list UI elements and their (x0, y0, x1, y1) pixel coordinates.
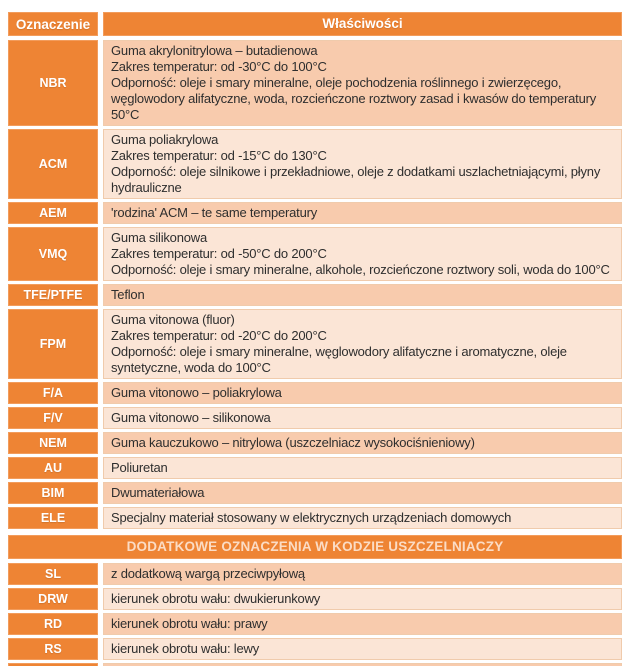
designation-cell: DRW (8, 588, 98, 610)
table-row: ACM Guma poliakrylowa Zakres temperatur:… (8, 129, 622, 199)
designation-cell: VMQ (8, 227, 98, 281)
table-row: NEM Guma kauczukowo – nitrylowa (uszczel… (8, 432, 622, 454)
designation-cell: NBR (8, 40, 98, 126)
table-row: SL z dodatkową wargą przeciwpyłową (8, 563, 622, 585)
table-row: AEM 'rodzina' ACM – te same temperatury (8, 202, 622, 224)
table-row: ELE Specjalny materiał stosowany w elekt… (8, 507, 622, 529)
designation-cell: ELE (8, 507, 98, 529)
additional-codes-section: SL z dodatkową wargą przeciwpyłową DRW k… (8, 563, 622, 666)
table-row: F/A Guma vitonowo – poliakrylowa (8, 382, 622, 404)
designation-cell: RD (8, 613, 98, 635)
properties-cell: z dodatkową wargą przeciwpyłową (103, 563, 622, 585)
designation-cell: FPM (8, 309, 98, 379)
properties-cell: Specjalny materiał stosowany w elektrycz… (103, 507, 622, 529)
designation-cell: BIM (8, 482, 98, 504)
properties-cell: Guma poliakrylowa Zakres temperatur: od … (103, 129, 622, 199)
designation-cell: F/A (8, 382, 98, 404)
table-row: DRW kierunek obrotu wału: dwukierunkowy (8, 588, 622, 610)
table-row: VMQ Guma silikonowa Zakres temperatur: o… (8, 227, 622, 281)
table-row: F/V Guma vitonowo – silikonowa (8, 407, 622, 429)
column-header-oznaczenie: Oznaczenie (8, 12, 98, 36)
designation-cell: X6 (8, 663, 98, 666)
properties-cell: kierunek obrotu wału: lewy (103, 638, 622, 660)
table-row: RS kierunek obrotu wału: lewy (8, 638, 622, 660)
properties-cell: Guma vitonowo – poliakrylowa (103, 382, 622, 404)
properties-cell: 'rodzina' ACM – te same temperatury (103, 202, 622, 224)
table-row: RD kierunek obrotu wału: prawy (8, 613, 622, 635)
table-row: TFE/PTFE Teflon (8, 284, 622, 306)
table-row: AU Poliuretan (8, 457, 622, 479)
properties-cell: Guma akrylonitrylowa – butadienowa Zakre… (103, 40, 622, 126)
designation-cell: SL (8, 563, 98, 585)
properties-cell: Guma silikonowa Zakres temperatur: od -5… (103, 227, 622, 281)
properties-cell: z podwójną wargą przeciwpyłową (103, 663, 622, 666)
section-banner: DODATKOWE OZNACZENIA W KODZIE USZCZELNIA… (8, 535, 622, 559)
designation-cell: AU (8, 457, 98, 479)
properties-cell: Guma vitonowo – silikonowa (103, 407, 622, 429)
table-row: FPM Guma vitonowa (fluor) Zakres tempera… (8, 309, 622, 379)
properties-cell: Guma kauczukowo – nitrylowa (uszczelniac… (103, 432, 622, 454)
properties-cell: Dwumateriałowa (103, 482, 622, 504)
properties-cell: Poliuretan (103, 457, 622, 479)
properties-cell: kierunek obrotu wału: prawy (103, 613, 622, 635)
table-header-row: Oznaczenie Właściwości (8, 12, 622, 36)
designation-cell: ACM (8, 129, 98, 199)
designation-cell: F/V (8, 407, 98, 429)
designation-cell: RS (8, 638, 98, 660)
column-header-wlasciwosci: Właściwości (103, 12, 622, 36)
material-rows-section: NBR Guma akrylonitrylowa – butadienowa Z… (8, 40, 622, 529)
properties-cell: Guma vitonowa (fluor) Zakres temperatur:… (103, 309, 622, 379)
designation-cell: TFE/PTFE (8, 284, 98, 306)
properties-cell: kierunek obrotu wału: dwukierunkowy (103, 588, 622, 610)
table-row: NBR Guma akrylonitrylowa – butadienowa Z… (8, 40, 622, 126)
designation-cell: AEM (8, 202, 98, 224)
properties-cell: Teflon (103, 284, 622, 306)
designation-cell: NEM (8, 432, 98, 454)
table-row: X6 z podwójną wargą przeciwpyłową (8, 663, 622, 666)
table-row: BIM Dwumateriałowa (8, 482, 622, 504)
